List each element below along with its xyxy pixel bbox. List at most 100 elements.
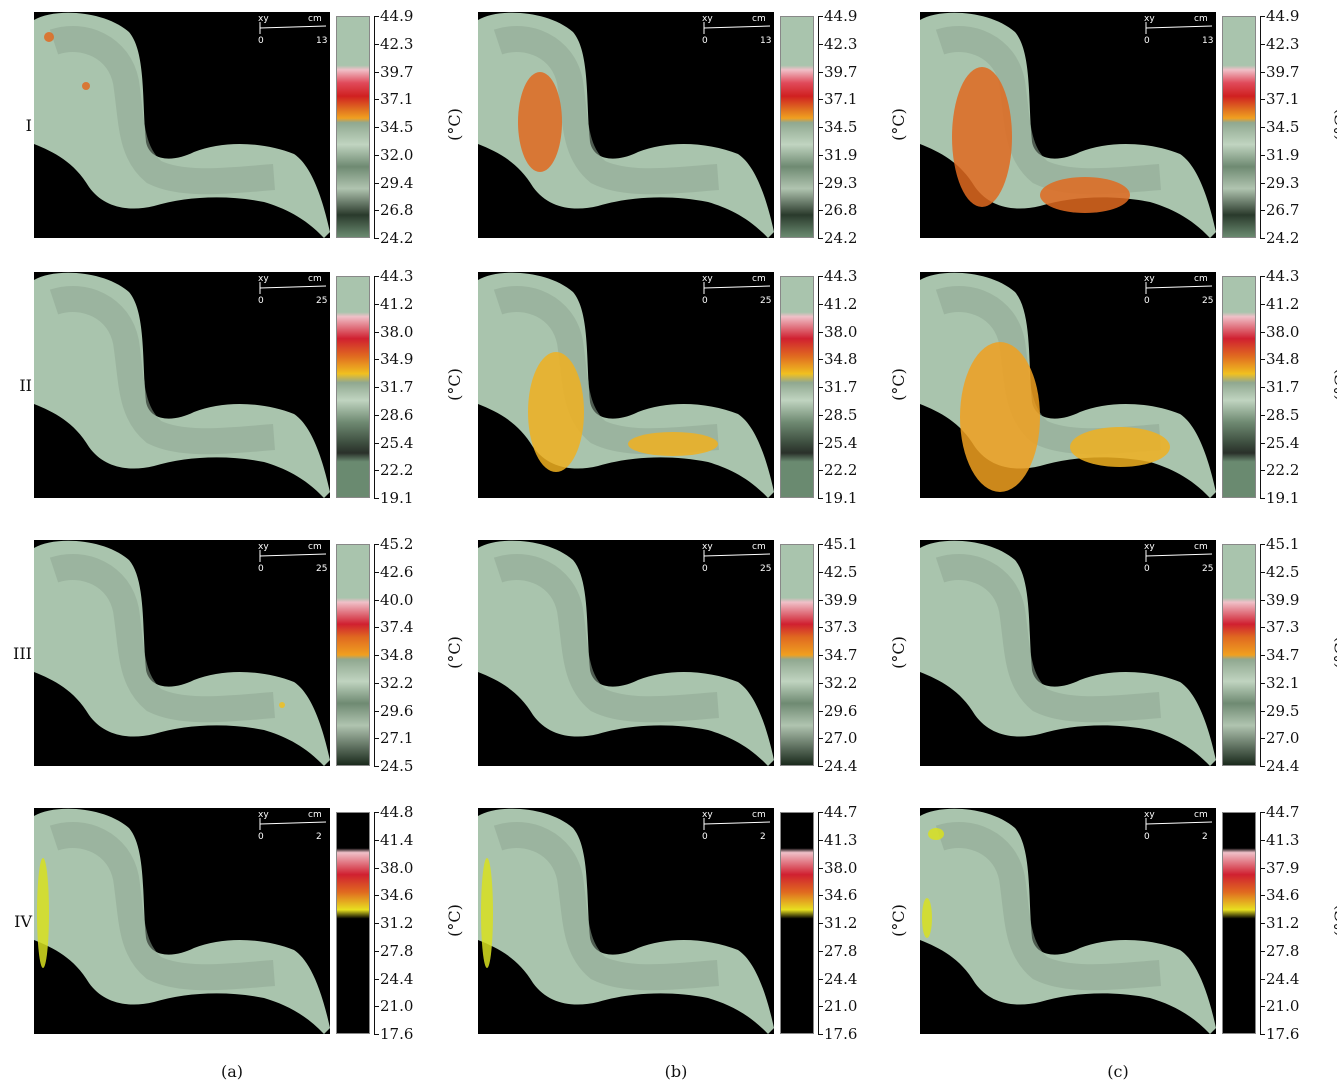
thermogram-image — [478, 272, 774, 498]
svg-text:xy: xy — [1144, 542, 1155, 552]
thermogram-image — [34, 272, 330, 498]
colorbar-tick-label: 24.2 — [817, 229, 858, 247]
svg-text:0: 0 — [702, 564, 708, 572]
colorbar-tick-label: 37.9 — [1259, 858, 1300, 877]
colorbar-tick-label: 45.2 — [373, 535, 414, 553]
thermogram-image — [920, 272, 1216, 498]
temperature-colorbar — [780, 812, 814, 1034]
colorbar-tick-label: 31.7 — [373, 378, 414, 396]
colorbar-tick-label: 41.2 — [1259, 294, 1300, 313]
svg-text:cm: cm — [308, 542, 322, 552]
temperature-colorbar — [336, 276, 370, 498]
colorbar-tick-label: 34.7 — [1259, 646, 1300, 664]
temperature-colorbar — [1222, 276, 1256, 498]
svg-text:cm: cm — [308, 810, 322, 820]
svg-text:xy: xy — [258, 810, 269, 820]
temperature-unit-label: (°C) — [888, 904, 908, 937]
colorbar-tick-label: 41.2 — [817, 294, 858, 313]
colorbar-tick-label: 41.4 — [373, 830, 414, 849]
colorbar-tick-label: 41.2 — [373, 294, 414, 313]
svg-text:0: 0 — [258, 832, 264, 840]
colorbar-tick-label: 38.0 — [373, 322, 414, 341]
colorbar-ticks: 45.2 42.6 40.0 37.4 34.8 32.2 29.6 27.1 24.5 — [373, 537, 440, 774]
scale-bar: xy cm 0 25 — [256, 542, 328, 575]
svg-text:cm: cm — [308, 14, 322, 24]
colorbar-tick-label: 34.5 — [373, 118, 414, 136]
svg-text:0: 0 — [1144, 832, 1150, 840]
colorbar-tick-label: 27.0 — [1259, 729, 1300, 748]
colorbar-tick-label: 22.2 — [817, 461, 858, 480]
colorbar-tick-label: 27.8 — [817, 941, 858, 960]
svg-text:0: 0 — [258, 564, 264, 572]
svg-text:xy: xy — [702, 14, 713, 24]
scale-bar: xy cm 0 2 — [700, 810, 772, 843]
scale-bar: xy cm 0 13 — [1142, 14, 1214, 47]
colorbar-tick-label: 42.3 — [1259, 34, 1300, 53]
colorbar-tick-label: 29.6 — [373, 701, 414, 720]
svg-text:xy: xy — [258, 14, 269, 24]
colorbar-tick-label: 44.7 — [817, 803, 858, 821]
temperature-unit-label: (°C) — [888, 636, 908, 669]
colorbar-tick-label: 39.9 — [817, 590, 858, 609]
temperature-unit-label: (°C) — [444, 904, 464, 937]
scale-bar: xy cm 0 2 — [256, 810, 328, 843]
scale-bar: xy cm 0 25 — [256, 274, 328, 307]
scale-bar: xy cm 0 13 — [256, 14, 328, 47]
colorbar-tick-label: 32.2 — [817, 673, 858, 692]
svg-text:cm: cm — [1194, 542, 1208, 552]
colorbar-tick-label: 22.2 — [373, 461, 414, 480]
colorbar-tick-label: 28.5 — [1259, 405, 1300, 424]
temperature-colorbar — [1222, 812, 1256, 1034]
colorbar-tick-label: 44.9 — [1259, 7, 1300, 25]
colorbar-tick-label: 24.4 — [373, 969, 414, 988]
colorbar-tick-label: 34.6 — [1259, 886, 1300, 905]
temperature-colorbar — [336, 16, 370, 238]
colorbar-tick-label: 27.0 — [817, 729, 858, 748]
colorbar-tick-label: 42.3 — [373, 34, 414, 53]
colorbar-tick-label: 31.2 — [373, 914, 414, 932]
svg-text:0: 0 — [1144, 36, 1150, 44]
colorbar-tick-label: 26.8 — [817, 201, 858, 220]
svg-text:2: 2 — [316, 832, 322, 840]
colorbar-ticks: 44.9 42.3 39.7 37.1 34.5 31.9 29.3 26.7 24.2 — [1259, 9, 1326, 246]
colorbar-tick-label: 37.3 — [1259, 618, 1300, 637]
thermogram-image — [478, 12, 774, 238]
colorbar-ticks: 45.1 42.5 39.9 37.3 34.7 32.1 29.5 27.0 24.4 — [1259, 537, 1326, 774]
colorbar-tick-label: 29.5 — [1259, 701, 1300, 720]
colorbar-tick-label: 17.6 — [817, 1025, 858, 1043]
colorbar-tick-label: 19.1 — [1259, 489, 1300, 507]
svg-text:2: 2 — [760, 832, 766, 840]
scale-bar: xy cm 0 25 — [1142, 542, 1214, 575]
svg-text:cm: cm — [1194, 274, 1208, 284]
row-label-iv: IV — [14, 912, 32, 931]
svg-text:cm: cm — [752, 274, 766, 284]
temperature-unit-label: (°C) — [444, 108, 464, 141]
svg-text:0: 0 — [702, 296, 708, 304]
colorbar-tick-label: 24.2 — [1259, 229, 1300, 247]
colorbar-tick-label: 28.5 — [817, 405, 858, 424]
colorbar-tick-label: 17.6 — [373, 1025, 414, 1043]
colorbar-tick-label: 44.3 — [373, 267, 414, 285]
colorbar-tick-label: 24.4 — [817, 969, 858, 988]
colorbar-tick-label: 34.8 — [373, 646, 414, 664]
svg-text:13: 13 — [760, 36, 771, 44]
svg-text:xy: xy — [1144, 274, 1155, 284]
svg-text:cm: cm — [308, 274, 322, 284]
temperature-unit-label: (°C) — [888, 108, 908, 141]
thermogram-image — [920, 540, 1216, 766]
svg-text:25: 25 — [316, 296, 327, 304]
svg-text:25: 25 — [1202, 564, 1213, 572]
colorbar-tick-label: 34.6 — [373, 886, 414, 905]
colorbar-tick-label: 37.3 — [817, 618, 858, 637]
colorbar-tick-label: 29.4 — [373, 173, 414, 192]
colorbar-tick-label: 26.8 — [373, 201, 414, 220]
temperature-colorbar — [336, 812, 370, 1034]
colorbar-tick-label: 25.4 — [817, 433, 858, 452]
colorbar-tick-label: 25.4 — [1259, 433, 1300, 452]
colorbar-tick-label: 19.1 — [817, 489, 858, 507]
svg-text:xy: xy — [702, 542, 713, 552]
colorbar-tick-label: 39.7 — [817, 62, 858, 81]
colorbar-tick-label: 24.4 — [817, 757, 858, 775]
svg-text:cm: cm — [1194, 14, 1208, 24]
svg-text:xy: xy — [702, 810, 713, 820]
